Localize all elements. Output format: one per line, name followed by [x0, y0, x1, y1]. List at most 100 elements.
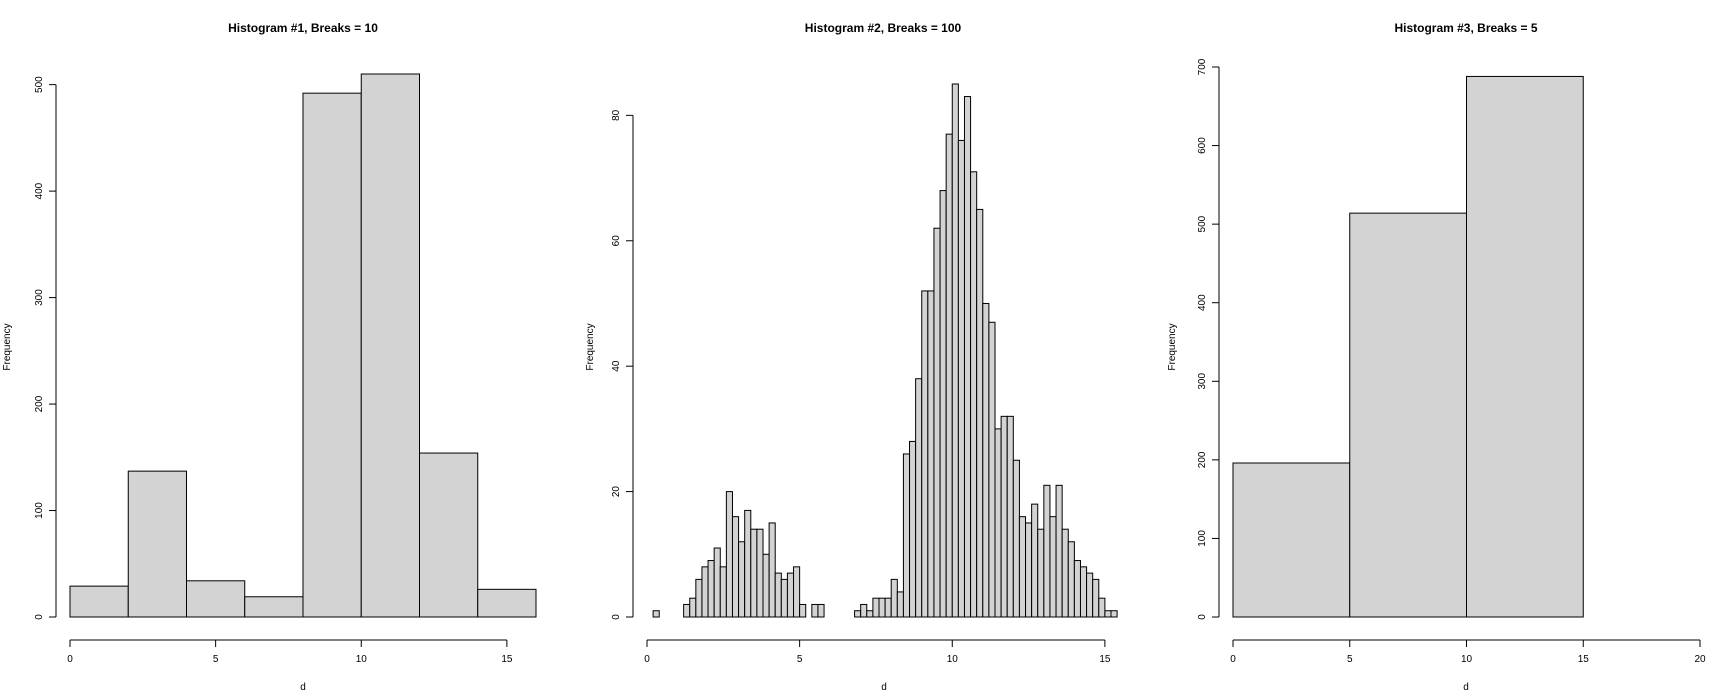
histogram-2-y-tick-label: 40	[611, 360, 622, 372]
histogram-2-bar	[1025, 522, 1033, 618]
histogram-1-bar	[302, 92, 362, 618]
histogram-1-y-tick-label: 400	[34, 182, 45, 199]
histogram-2-bar	[652, 610, 660, 618]
histogram-2-bar	[817, 603, 825, 618]
histogram-2-bar	[982, 302, 990, 618]
histogram-2-bar	[909, 440, 917, 618]
histogram-1-x-tick-label: 5	[213, 654, 219, 665]
histogram-2-panel: Histogram #2, Breaks = 100 d Frequency 0…	[585, 21, 1118, 693]
histogram-2-bar	[1055, 484, 1063, 618]
histogram-2-bar	[750, 528, 758, 618]
histogram-2-bar	[689, 597, 697, 618]
histogram-2-bar	[1079, 566, 1088, 618]
histogram-3-x-tick-label: 0	[1230, 654, 1236, 665]
histogram-2-bar	[963, 96, 972, 618]
histogram-2-bar	[1073, 560, 1081, 618]
histogram-2-bar	[933, 227, 941, 618]
histogram-1-bar	[186, 580, 246, 618]
histogram-2-bar	[970, 171, 978, 618]
histogram-1-x-tick-label: 0	[67, 654, 73, 665]
histogram-2-bar	[915, 378, 923, 618]
histogram-3-bar	[1232, 462, 1351, 618]
histogram-2-bar	[890, 578, 898, 618]
histogram-2-bar	[1104, 610, 1112, 618]
histogram-2-bar	[701, 566, 709, 618]
histogram-2-bar	[780, 578, 788, 618]
histogram-3-y-tick-label: 100	[1197, 530, 1208, 547]
histogram-2-x-tick-label: 5	[797, 654, 803, 665]
histogram-2-y-tick-label: 60	[611, 235, 622, 247]
histogram-2-bar	[774, 572, 782, 618]
histogram-2-bar	[957, 139, 965, 618]
histogram-3-x-tick-label: 15	[1578, 654, 1590, 665]
histogram-1-bar	[127, 470, 187, 618]
histogram-2-bar	[1086, 572, 1094, 618]
histogram-2-bar	[731, 516, 740, 618]
histogram-1-y-tick-label: 500	[34, 76, 45, 93]
histogram-2-bar	[878, 597, 886, 618]
histogram-3-x-tick-label: 5	[1347, 654, 1353, 665]
histogram-3-y-tick-label: 300	[1197, 373, 1208, 390]
histogram-3-bars	[1232, 75, 1584, 618]
histogram-2-bar	[1018, 516, 1027, 618]
histogram-1-bars	[69, 73, 537, 618]
histogram-2-y-label: Frequency	[585, 323, 596, 370]
histogram-1-x-label: d	[300, 682, 306, 693]
histogram-2-bar	[872, 597, 880, 618]
histogram-1-panel: Histogram #1, Breaks = 10 d Frequency 0 5…	[2, 21, 537, 693]
histogram-2-bar	[738, 541, 746, 618]
histogram-2-bar	[902, 453, 911, 618]
histogram-1-bar	[244, 596, 304, 618]
histogram-2-bar	[1049, 516, 1057, 618]
histogram-3-y-tick-label: 500	[1197, 215, 1208, 232]
histogram-2-bar	[719, 566, 727, 618]
histogram-3-bar	[1349, 212, 1467, 618]
histogram-3-y-tick-label: 200	[1197, 451, 1208, 468]
histogram-2-bar	[811, 603, 819, 618]
histogram-1-y-label: Frequency	[2, 323, 13, 370]
histogram-3-panel: Histogram #3, Breaks = 5 d Frequency 0 5 1…	[1167, 21, 1706, 693]
histogram-2-bar	[762, 553, 770, 618]
histogram-2-bar	[707, 560, 715, 618]
histogram-2-bar	[988, 321, 996, 618]
histogram-2-bar	[896, 591, 904, 618]
histogram-2-bar	[884, 597, 892, 618]
histogram-1-y-tick-label: 200	[34, 395, 45, 412]
histogram-2-x-tick-label: 10	[947, 654, 959, 665]
histogram-1-x-tick-label: 10	[356, 654, 368, 665]
histogram-3-x-label: d	[1463, 682, 1469, 693]
histogram-2-bar	[1067, 541, 1075, 618]
histogram-2-title: Histogram #2, Breaks = 100	[805, 21, 962, 35]
histogram-2-bar	[939, 190, 947, 618]
histogram-3-title: Histogram #3, Breaks = 5	[1394, 21, 1537, 35]
histogram-3-y-tick-label: 400	[1197, 294, 1208, 311]
histogram-3-x-tick-label: 10	[1461, 654, 1473, 665]
histogram-1-bar	[477, 588, 537, 618]
histogram-2-bar	[768, 522, 776, 618]
histogram-2-bar	[793, 566, 801, 618]
histogram-2-y-tick-label: 80	[611, 109, 622, 121]
histogram-2-bar	[1037, 528, 1045, 618]
histogram-2-y-tick-label: 0	[611, 614, 622, 620]
histogram-2-bar	[756, 528, 764, 618]
histogram-3-bar	[1466, 75, 1584, 618]
histogram-2-bar	[713, 547, 721, 618]
histogram-2-bar	[945, 133, 953, 618]
histogram-1-bar	[360, 73, 420, 618]
histogram-3-y-label: Frequency	[1167, 323, 1178, 370]
histogram-2-bar	[951, 83, 959, 618]
histogram-2-bar	[1031, 503, 1039, 618]
histogram-2-bar	[1061, 528, 1069, 618]
histogram-2-bar	[1000, 415, 1008, 618]
histogram-2-bar	[1110, 610, 1118, 618]
histogram-2-x-label: d	[881, 682, 887, 693]
histogram-2-bar	[725, 491, 733, 618]
histogram-3-y-tick-label: 700	[1197, 58, 1208, 75]
histogram-1-title: Histogram #1, Breaks = 10	[228, 21, 378, 35]
histogram-2-bar	[1092, 578, 1100, 618]
histogram-2-bar	[854, 610, 862, 618]
histogram-2-x-tick-label: 0	[644, 654, 650, 665]
histogram-2-bar	[695, 578, 703, 618]
